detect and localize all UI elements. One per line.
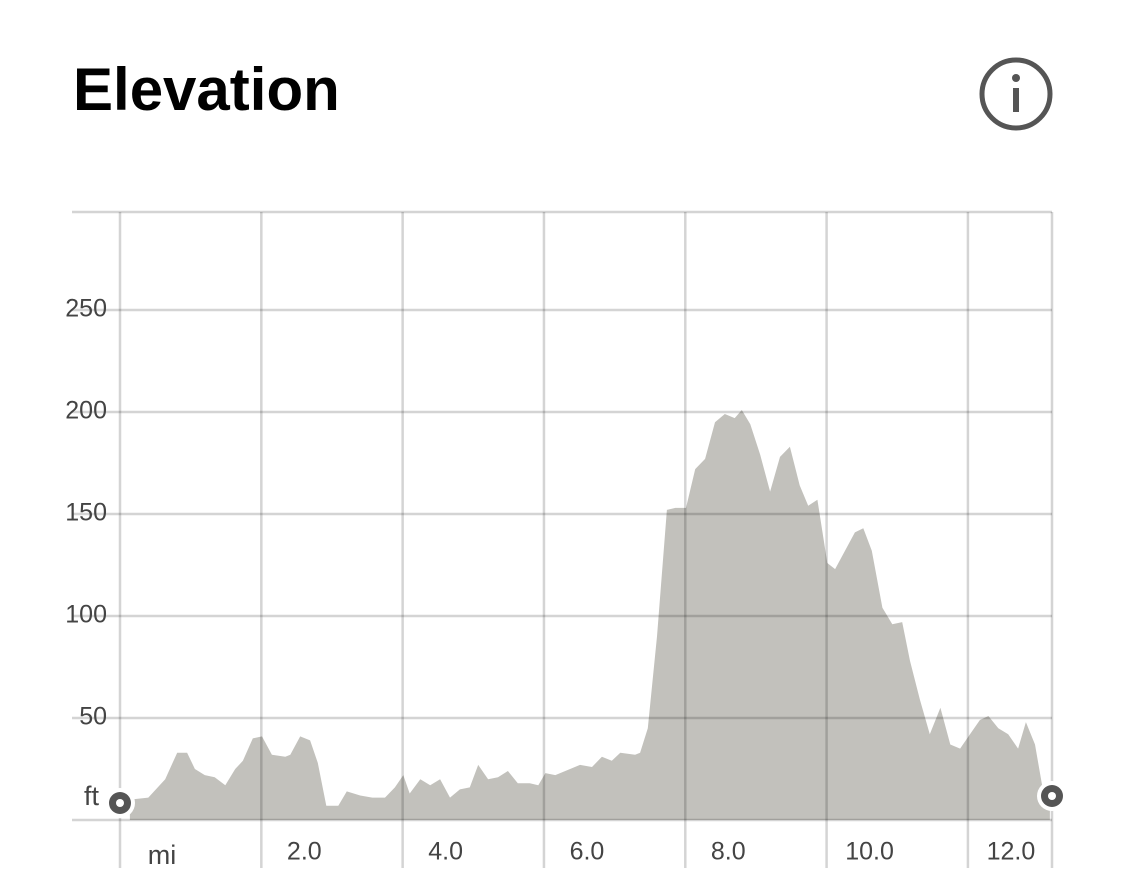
x-tick-label: 8.0 [711, 838, 746, 866]
x-tick-label: 4.0 [428, 838, 463, 866]
x-tick-label: 10.0 [845, 838, 894, 866]
x-tick-label: 12.0 [987, 838, 1036, 866]
info-button[interactable] [979, 57, 1053, 131]
y-tick-label: 200 [65, 397, 107, 425]
y-axis-label: ft [84, 781, 100, 811]
x-tick-label: 2.0 [287, 838, 322, 866]
endpoint-marker [1048, 792, 1056, 800]
elevation-area [129, 410, 1050, 820]
y-tick-label: 150 [65, 499, 107, 527]
x-axis-label: mi [148, 840, 177, 870]
endpoint-marker [116, 799, 124, 807]
y-tick-label: 250 [65, 295, 107, 323]
title: Elevation [73, 56, 340, 123]
y-tick-label: 50 [79, 703, 107, 731]
x-tick-label: 6.0 [570, 838, 605, 866]
y-tick-label: 100 [65, 601, 107, 629]
